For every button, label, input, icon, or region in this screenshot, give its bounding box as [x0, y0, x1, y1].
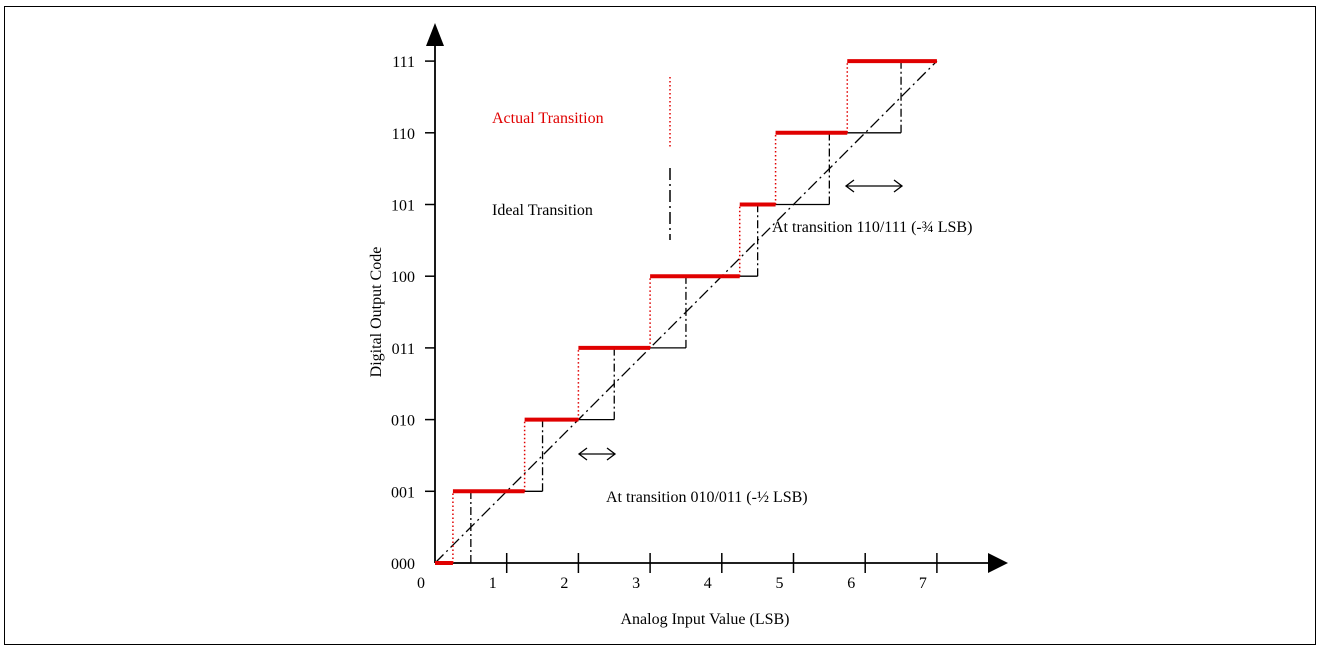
annotation-010-011-text: At transition 010/011 (-½ LSB)	[606, 489, 808, 506]
y-axis-arrow	[426, 23, 444, 46]
x-tick-label: 6	[847, 575, 855, 592]
y-tick-label: 101	[391, 198, 415, 215]
x-tick-label: 4	[704, 575, 712, 592]
actual-staircase	[435, 59, 937, 565]
x-axis-label: Analog Input Value (LSB)	[620, 611, 789, 628]
y-tick-label: 010	[391, 413, 415, 430]
x-tick-label: 2	[560, 575, 568, 592]
x-tick-label: 1	[489, 575, 497, 592]
y-ticks: 000 001 010 011 100 101 110 111	[391, 54, 435, 573]
double-arrow-left-head	[577, 447, 588, 461]
y-tick-label: 111	[392, 54, 415, 71]
x-tick-label: 5	[776, 575, 784, 592]
annotation-010-011: At transition 010/011 (-½ LSB)	[577, 447, 808, 506]
y-axis-label: Digital Output Code	[368, 247, 385, 378]
x-tick-label: 7	[919, 575, 927, 592]
y-tick-label: 001	[391, 484, 415, 501]
y-tick-label: 011	[392, 341, 415, 358]
x-axis-arrow	[988, 553, 1008, 573]
double-arrow-right-head	[893, 179, 904, 193]
legend-ideal-label: Ideal Transition	[492, 202, 593, 219]
axes	[426, 23, 1008, 573]
annotation-110-111: At transition 110/111 (-¾ LSB)	[772, 179, 972, 236]
y-tick-label: 110	[392, 126, 415, 143]
double-arrow-left-head	[844, 179, 855, 193]
x-ticks: 0 1 2 3 4 5 6 7	[417, 553, 938, 592]
annotation-110-111-text: At transition 110/111 (-¾ LSB)	[772, 219, 972, 236]
legend-actual-label: Actual Transition	[492, 110, 604, 127]
double-arrow-right-head	[606, 447, 617, 461]
y-tick-label: 100	[391, 269, 415, 286]
y-tick-label: 000	[391, 556, 415, 573]
legend: Actual Transition Ideal Transition	[492, 77, 671, 240]
figure-frame	[4, 6, 1316, 645]
x-tick-label: 3	[632, 575, 640, 592]
x-tick-label: 0	[417, 575, 425, 592]
